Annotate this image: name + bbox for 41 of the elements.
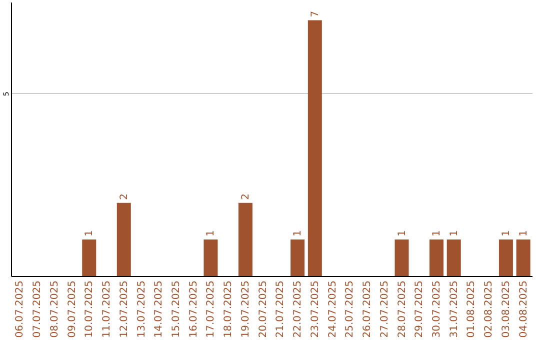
data-label: 2 [240,194,252,200]
data-label: 1 [448,230,460,236]
data-label: 1 [431,230,442,236]
x-tick-label: 28.07.2025 [396,280,408,338]
x-tick-label: 15.07.2025 [170,280,182,338]
x-tick-label: 04.08.2025 [518,280,530,338]
x-tick-label: 14.07.2025 [154,280,165,338]
x-tick-label: 16.07.2025 [188,280,200,338]
x-tick-label: 07.07.2025 [32,280,44,338]
x-tick-label: 08.07.2025 [49,280,60,338]
data-label: 7 [310,10,321,18]
x-tick-label: 10.07.2025 [84,280,96,338]
x-tick-label: 12.07.2025 [118,280,130,338]
x-tick-label: 11.07.2025 [102,280,113,338]
x-tick-label: 02.08.2025 [484,280,495,338]
x-tick-label: 17.07.2025 [206,280,217,338]
x-tick-label: 26.07.2025 [362,280,374,338]
data-label: 1 [396,230,408,236]
x-tick-label: 13.07.2025 [136,280,148,338]
data-label: 1 [206,230,217,236]
x-tick-label: 27.07.2025 [379,280,390,338]
x-tick-label: 25.07.2025 [344,280,356,338]
x-tick-label: 18.07.2025 [223,280,234,338]
x-tick-label: 24.07.2025 [327,280,338,338]
x-tick-label: 19.07.2025 [240,280,252,338]
x-tick-label: 31.07.2025 [448,280,460,338]
data-label: 1 [518,230,530,236]
x-tick-label: 20.07.2025 [258,280,269,338]
x-tick-label: 22.07.2025 [292,280,304,338]
x-tick-label: 03.08.2025 [500,280,512,338]
x-tick-label: 29.07.2025 [414,280,426,338]
x-tick-label: 09.07.2025 [66,280,78,338]
data-label: 1 [292,230,304,236]
x-tick-label: 06.07.2025 [14,280,26,338]
x-tick-label: 30.07.2025 [431,280,442,338]
x-tick-label: 21.07.2025 [275,280,286,338]
data-label: 2 [118,194,130,200]
x-tick-label: 23.07.2025 [310,280,321,338]
x-tick-label: 01.08.2025 [466,280,478,338]
data-label: 1 [84,230,96,236]
data-label: 1 [500,230,512,236]
